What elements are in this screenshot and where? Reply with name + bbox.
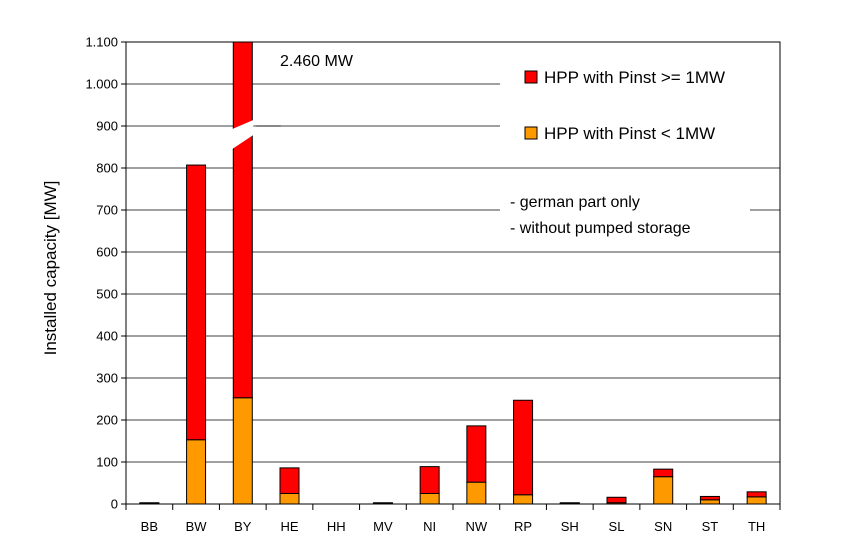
legend-background (500, 56, 780, 154)
legend-swatch-small (524, 126, 538, 140)
y-axis-label: Installed capacity [MW] (41, 181, 60, 356)
x-tick-label-bw: BW (186, 519, 208, 534)
bar-he-large (279, 467, 300, 495)
bar-sh-large (559, 502, 580, 505)
y-tick-label: 900 (96, 119, 118, 134)
bar-th-large (746, 491, 767, 498)
axis-break-gap (232, 120, 254, 149)
bar-th-small (746, 496, 767, 505)
y-tick-label: 1.000 (85, 77, 118, 92)
x-tick-label-sn: SN (654, 519, 672, 534)
bar-nw-large (466, 425, 487, 483)
note-line-2: - without pumped storage (510, 220, 691, 237)
y-tick-label: 0 (111, 497, 118, 512)
bar-sl-large (606, 496, 627, 504)
x-tick-label-nw: NW (466, 519, 488, 534)
y-tick-label: 600 (96, 245, 118, 260)
bar-ni-large (419, 466, 440, 494)
x-tick-label-sl: SL (609, 519, 625, 534)
bar-bw-small (186, 439, 207, 505)
bar-he-small (279, 493, 300, 505)
note-line-1: - german part only (510, 194, 640, 211)
x-tick-label-ni: NI (423, 519, 436, 534)
x-tick-label-he: HE (280, 519, 298, 534)
y-tick-label: 500 (96, 287, 118, 302)
bar-bb-large (139, 502, 160, 505)
y-tick-label: 300 (96, 371, 118, 386)
y-tick-label: 1.100 (85, 35, 118, 50)
bar-rp-small (513, 494, 534, 505)
x-tick-label-bb: BB (141, 519, 158, 534)
bar-st-large (699, 495, 720, 501)
bar-by-large (232, 41, 253, 399)
bar-ni-small (419, 493, 440, 505)
y-tick-label: 700 (96, 203, 118, 218)
bar-rp-large (513, 399, 534, 496)
bar-mv-large (372, 502, 393, 505)
bar-st-small (699, 499, 720, 505)
legend-swatch-large (524, 70, 538, 84)
x-tick-label-th: TH (748, 519, 765, 534)
x-tick-label-mv: MV (373, 519, 393, 534)
axes: 0 100 200 300 400 500 600 700 800 900 1.000 1.100 BB… (85, 35, 781, 534)
bar-sn-small (653, 476, 674, 505)
notes-background (500, 187, 750, 243)
bar-sn-large (653, 468, 674, 478)
bar-nw-small (466, 481, 487, 505)
notes: - german part only - without pumped stor… (510, 194, 691, 237)
legend: HPP with Pinst >= 1MW HPP with Pinst < 1… (524, 68, 725, 143)
axis-break-label-background (272, 49, 362, 74)
y-tick-label: 400 (96, 329, 118, 344)
plot-frame (125, 41, 781, 505)
axis-break-label: 2.460 MW (280, 53, 354, 70)
y-tick-label: 200 (96, 413, 118, 428)
bar-bw-large (186, 164, 207, 441)
x-tick-label-hh: HH (327, 519, 346, 534)
y-tick-label: 800 (96, 161, 118, 176)
legend-label-small: HPP with Pinst < 1MW (544, 124, 715, 143)
bars (139, 41, 780, 505)
x-tick-label-st: ST (702, 519, 719, 534)
legend-label-large: HPP with Pinst >= 1MW (544, 68, 725, 87)
x-tick-label-sh: SH (561, 519, 579, 534)
x-tick-label-rp: RP (514, 519, 532, 534)
x-tick-label-by: BY (234, 519, 252, 534)
bar-by-small (232, 397, 253, 505)
y-tick-label: 100 (96, 455, 118, 470)
